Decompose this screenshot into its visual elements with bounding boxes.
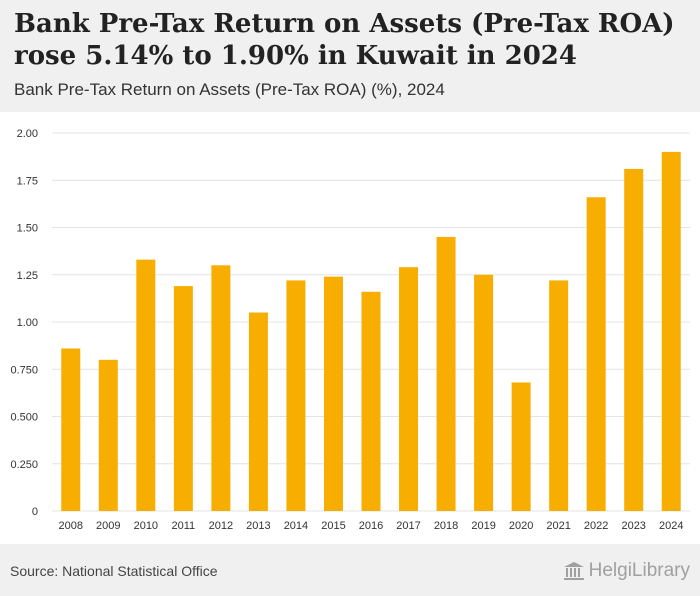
y-tick-label: 1.00 — [17, 317, 38, 329]
helgi-library-logo: HelgiLibrary — [563, 560, 690, 582]
chart-subtitle: Bank Pre-Tax Return on Assets (Pre-Tax R… — [14, 80, 445, 99]
bar — [248, 312, 268, 511]
x-tick-label: 2009 — [96, 520, 120, 532]
bar — [286, 280, 306, 511]
logo-text: HelgiLibrary — [588, 560, 690, 581]
y-tick-label: 1.75 — [17, 175, 38, 187]
x-tick-label: 2020 — [509, 520, 533, 532]
chart-title: Bank Pre-Tax Return on Assets (Pre-Tax R… — [14, 9, 675, 71]
bar — [586, 197, 606, 511]
x-tick-label: 2022 — [584, 520, 608, 532]
bar — [136, 259, 156, 511]
x-tick-label: 2017 — [396, 520, 420, 532]
bar — [624, 168, 644, 511]
y-tick-label: 1.25 — [17, 270, 38, 282]
x-tick-label: 2014 — [284, 520, 308, 532]
y-tick-label: 0.250 — [10, 459, 38, 471]
x-tick-label: 2021 — [546, 520, 570, 532]
y-tick-label: 0.500 — [10, 412, 38, 424]
y-tick-label: 0 — [32, 506, 38, 518]
x-tick-label: 2024 — [659, 520, 683, 532]
bar — [173, 286, 193, 511]
bar — [549, 280, 569, 511]
bar — [61, 348, 81, 511]
bar — [399, 267, 419, 511]
source-note: Source: National Statistical Office — [10, 563, 218, 579]
x-tick-label: 2011 — [172, 520, 196, 532]
y-tick-label: 2.00 — [17, 128, 38, 140]
x-tick-label: 2019 — [471, 520, 495, 532]
x-tick-label: 2013 — [246, 520, 270, 532]
library-building-icon — [563, 562, 584, 580]
bar — [323, 276, 343, 511]
bar — [511, 382, 531, 511]
x-tick-label: 2018 — [434, 520, 458, 532]
x-tick-label: 2012 — [209, 520, 233, 532]
x-tick-label: 2023 — [621, 520, 645, 532]
plot-area: 0 0.250 0.500 0.750 1.00 1.25 1.50 1.75 2.00 2008… — [0, 112, 700, 544]
x-tick-label: 2016 — [359, 520, 383, 532]
bar — [361, 291, 381, 511]
bar — [474, 274, 494, 511]
bar — [211, 265, 231, 511]
bar — [661, 151, 681, 511]
x-tick-label: 2010 — [134, 520, 158, 532]
bar — [436, 236, 456, 511]
y-tick-label: 1.50 — [17, 223, 38, 235]
bar-chart: 0 0.250 0.500 0.750 1.00 1.25 1.50 1.75 2.00 2008… — [10, 128, 690, 532]
x-tick-label: 2015 — [321, 520, 345, 532]
y-tick-label: 0.750 — [10, 364, 38, 376]
x-tick-label: 2008 — [59, 520, 83, 532]
bar — [98, 359, 118, 511]
